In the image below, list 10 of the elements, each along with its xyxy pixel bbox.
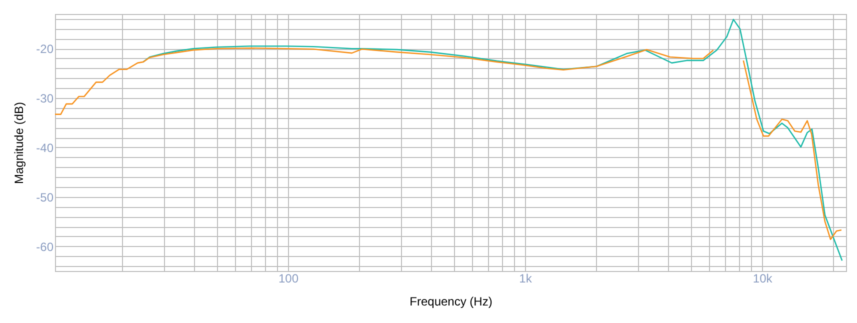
y-axis-title: Magnitude (dB) (12, 102, 26, 184)
y-tick-label: -60 (36, 240, 54, 254)
x-axis-title: Frequency (Hz) (410, 294, 492, 308)
y-tick-label: -40 (36, 140, 54, 155)
y-tick-label: -20 (36, 42, 54, 56)
x-tick-label: 100 (278, 272, 299, 286)
y-tick-label: -30 (36, 92, 54, 106)
x-tick-label: 10k (752, 272, 774, 286)
y-tick-label: -50 (36, 190, 54, 204)
x-tick-label: 1k (519, 272, 533, 286)
